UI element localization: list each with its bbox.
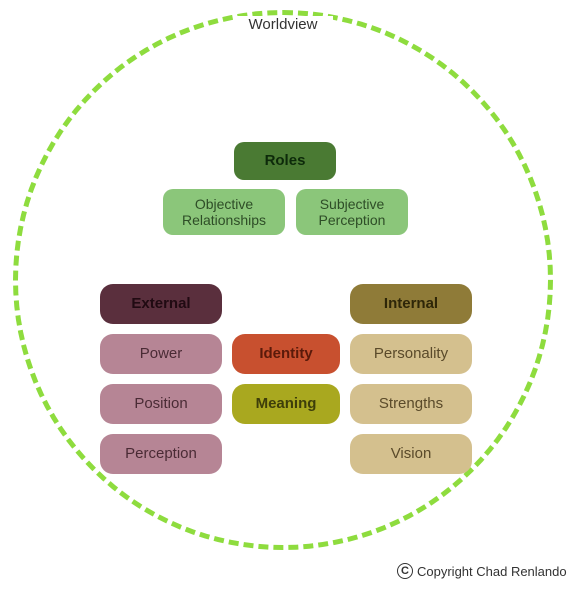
copyright-icon: C	[397, 563, 413, 579]
node-subjective-perception: Subjective Perception	[296, 189, 408, 235]
node-power: Power	[100, 334, 222, 374]
worldview-circle	[13, 10, 553, 550]
node-meaning: Meaning	[232, 384, 340, 424]
node-objective-relationships: Objective Relationships	[163, 189, 285, 235]
node-perception: Perception	[100, 434, 222, 474]
node-internal: Internal	[350, 284, 472, 324]
node-external: External	[100, 284, 222, 324]
diagram-canvas: Worldview Roles Objective RelationshipsSu…	[0, 0, 567, 590]
node-identity: Identity	[232, 334, 340, 374]
node-strengths: Strengths	[350, 384, 472, 424]
node-vision: Vision	[350, 434, 472, 474]
copyright-line: C Copyright Chad Renlando	[397, 563, 567, 579]
node-roles: Roles	[234, 142, 336, 180]
node-position: Position	[100, 384, 222, 424]
node-personality: Personality	[350, 334, 472, 374]
worldview-label: Worldview	[233, 16, 333, 33]
copyright-text: Copyright Chad Renlando	[417, 564, 567, 579]
